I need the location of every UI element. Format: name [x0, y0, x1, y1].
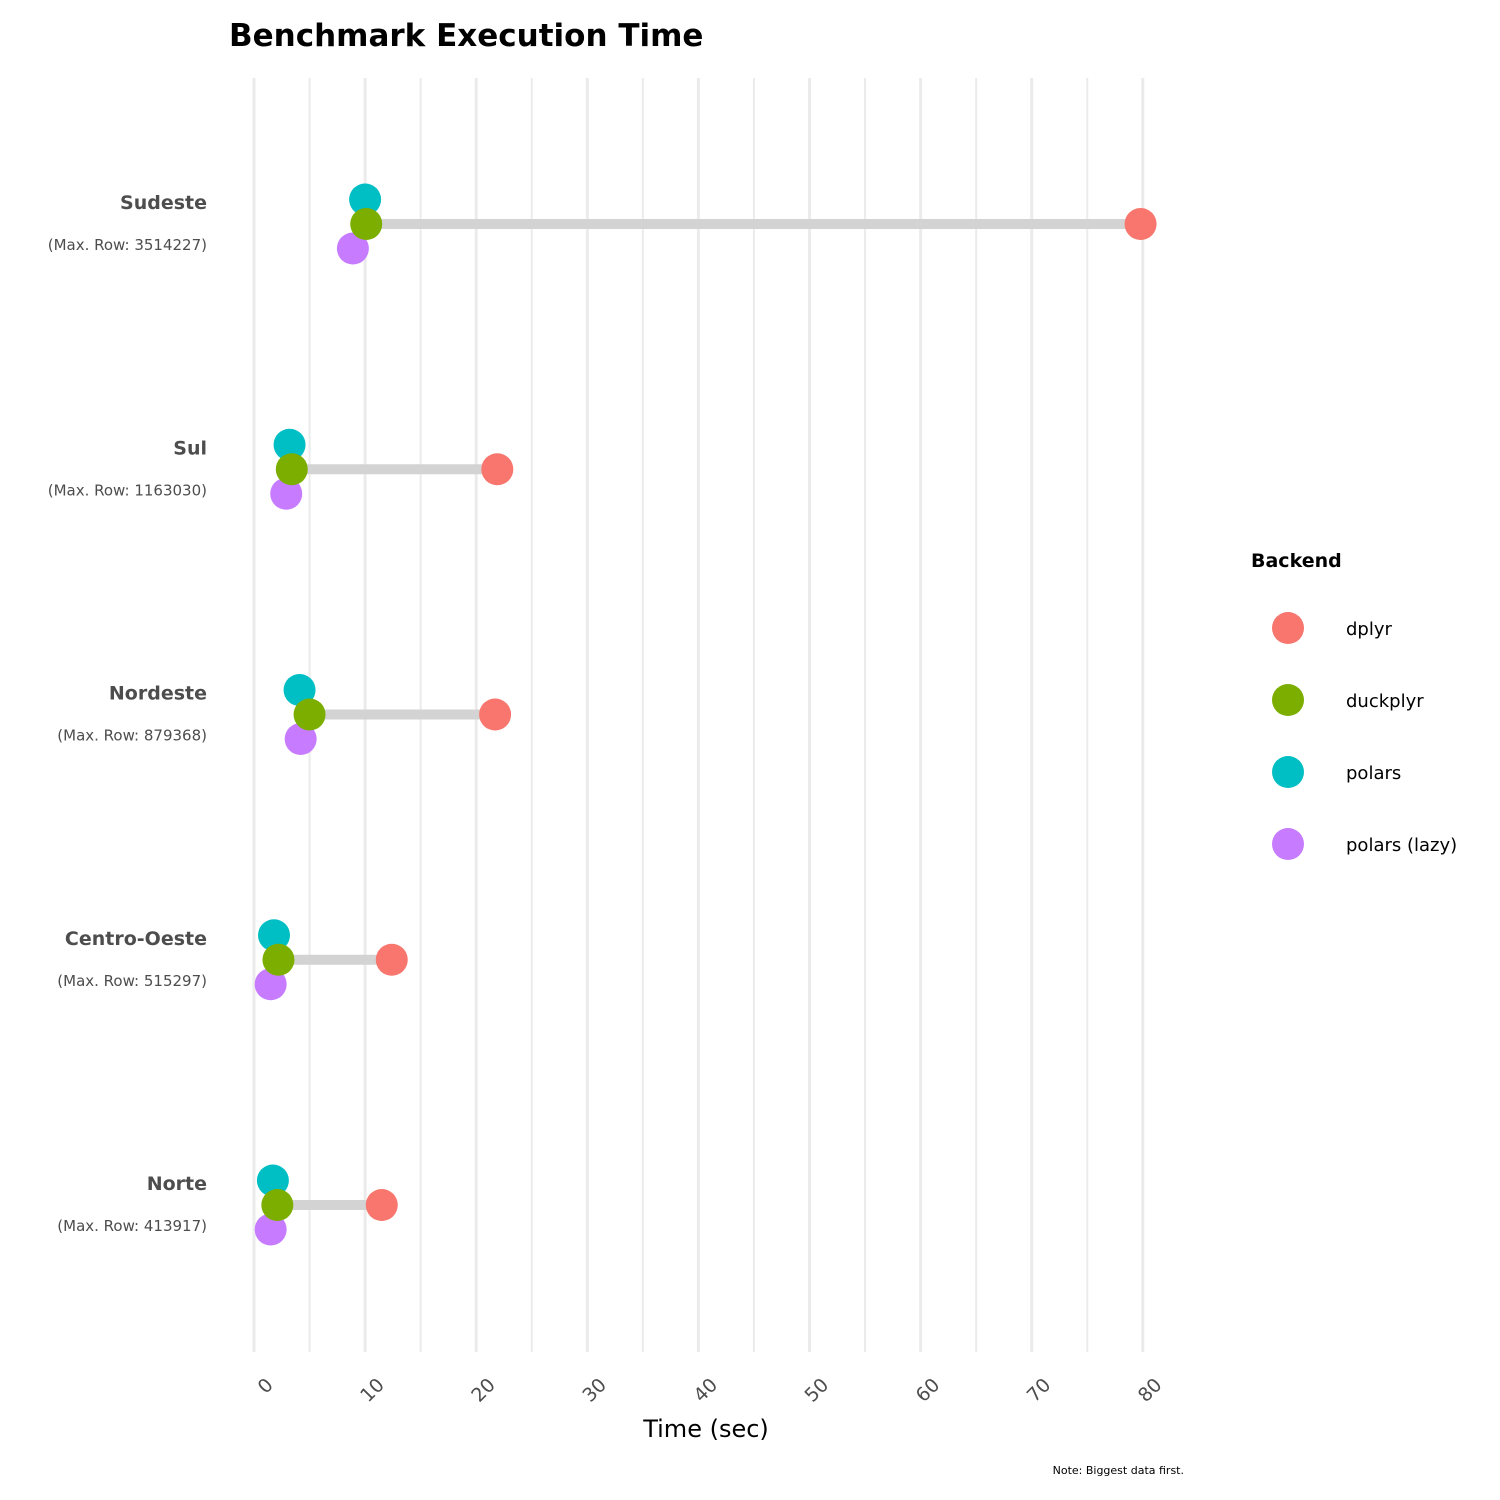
legend-label: duckplyr: [1346, 691, 1424, 712]
point-polars: [257, 919, 290, 952]
range-segments: [270, 219, 1141, 1210]
point-duckplyr: [350, 208, 383, 240]
point-polars-lazy: [284, 723, 317, 755]
legend-label: dplyr: [1346, 619, 1393, 640]
region-max-row-label: (Max. Row: 3514227): [48, 236, 207, 254]
region-labels: Sudeste (Max. Row: 3514227) Sul (Max. Row: …: [48, 192, 207, 1235]
legend-swatch: [1272, 612, 1304, 644]
region-label: Sul: [173, 437, 207, 459]
x-tick-label: 10: [356, 1374, 389, 1407]
x-tick-label: 0: [254, 1374, 278, 1398]
legend-swatch: [1272, 828, 1304, 860]
region-label: Sudeste: [120, 192, 207, 214]
region-max-row-label: (Max. Row: 413917): [57, 1217, 207, 1235]
region-max-row-label: (Max. Row: 515297): [57, 972, 207, 990]
x-tick-label: 50: [801, 1374, 834, 1407]
point-polars: [283, 674, 316, 706]
point-duckplyr: [261, 1189, 294, 1221]
x-tick-label: 60: [912, 1374, 945, 1407]
point-duckplyr: [262, 943, 295, 976]
x-tick-label: 30: [578, 1374, 611, 1407]
legend-swatch: [1272, 756, 1304, 788]
data-points: [254, 183, 1157, 1246]
legend-label: polars: [1346, 763, 1401, 784]
point-dplyr: [481, 453, 514, 486]
region-label: Norte: [147, 1173, 207, 1195]
x-tick-label: 20: [467, 1374, 500, 1407]
chart-caption: Note: Biggest data first.: [1053, 1464, 1184, 1477]
region-max-row-label: (Max. Row: 1163030): [48, 481, 207, 499]
legend-swatch: [1272, 684, 1304, 716]
legend: Backend dplyr duckplyr polars polars (lazy): [1251, 550, 1457, 860]
point-polars: [273, 428, 306, 461]
x-tick-label: 40: [689, 1374, 722, 1407]
point-dplyr: [365, 1189, 398, 1221]
point-polars: [349, 183, 382, 216]
chart-title: Benchmark Execution Time: [229, 18, 703, 54]
point-duckplyr: [275, 453, 308, 486]
x-axis-title: Time (sec): [642, 1415, 769, 1443]
point-dplyr: [479, 698, 512, 731]
region-label: Centro-Oeste: [65, 928, 207, 950]
legend-label: polars (lazy): [1346, 835, 1457, 856]
point-dplyr: [375, 943, 408, 976]
point-polars-lazy: [336, 232, 369, 265]
point-polars-lazy: [270, 477, 303, 510]
x-tick-labels: 0 10 20 30 40 50 60 70 80: [254, 1374, 1167, 1407]
point-polars: [256, 1164, 289, 1197]
legend-title: Backend: [1251, 550, 1342, 572]
x-tick-label: 80: [1134, 1374, 1167, 1407]
point-polars-lazy: [254, 968, 287, 1001]
point-polars-lazy: [254, 1213, 287, 1246]
region-label: Nordeste: [109, 683, 207, 705]
region-max-row-label: (Max. Row: 879368): [57, 727, 207, 745]
point-duckplyr: [293, 698, 326, 731]
x-tick-label: 70: [1023, 1374, 1056, 1407]
point-dplyr: [1124, 208, 1157, 240]
